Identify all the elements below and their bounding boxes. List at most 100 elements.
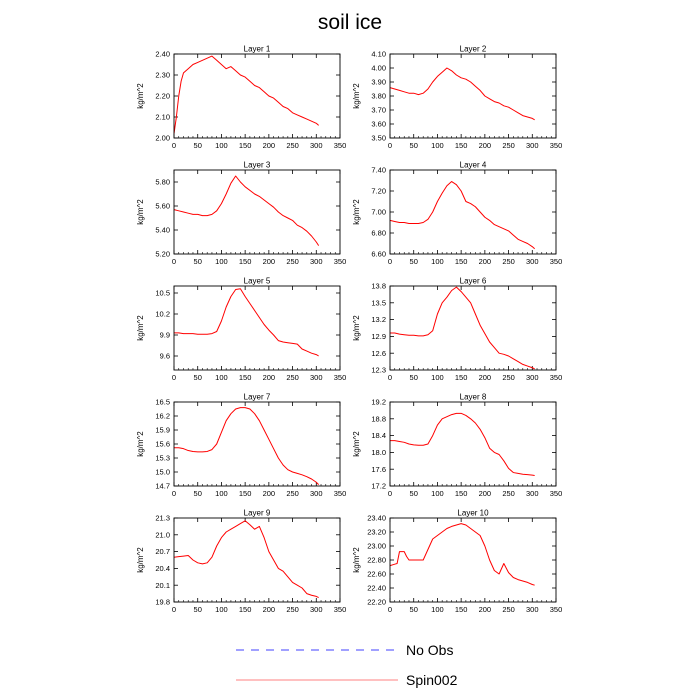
x-tick-label: 350 — [334, 605, 347, 614]
panels: Layer 1 kg/m^2 0 50 100 150 200 250 300 350 2.00 2.… — [136, 45, 562, 615]
x-tick-label: 300 — [526, 489, 539, 498]
y-tick-label: 19.2 — [371, 398, 386, 407]
y-tick-label: 5.80 — [155, 178, 170, 187]
y-tick-label: 3.90 — [371, 78, 386, 87]
x-tick-label: 0 — [388, 373, 392, 382]
y-tick-label: 22.80 — [367, 556, 386, 565]
x-tick-label: 100 — [215, 257, 228, 266]
y-tick-label: 12.3 — [371, 366, 386, 375]
series-line-spin002 — [389, 67, 535, 121]
y-tick-label: 15.0 — [155, 468, 170, 477]
y-axis-label: kg/m^2 — [352, 199, 361, 225]
legend: No Obs Spin002 — [236, 642, 458, 688]
y-axis-label: kg/m^2 — [352, 83, 361, 109]
panel-layer-5: Layer 5 kg/m^2 0 50 100 150 200 250 300 350 9.6 9.9… — [136, 277, 346, 383]
x-tick-label: 100 — [215, 489, 228, 498]
x-tick-label: 350 — [550, 373, 563, 382]
y-tick-label: 13.8 — [371, 282, 386, 291]
x-tick-label: 250 — [286, 373, 299, 382]
x-tick-label: 300 — [526, 373, 539, 382]
y-tick-label: 15.9 — [155, 426, 170, 435]
x-tick-label: 0 — [172, 489, 176, 498]
y-tick-label: 2.30 — [155, 71, 170, 80]
x-tick-label: 350 — [334, 257, 347, 266]
x-tick-label: 0 — [172, 141, 176, 150]
x-tick-label: 250 — [502, 141, 515, 150]
y-tick-label: 20.7 — [155, 547, 170, 556]
series-line-spin002 — [390, 286, 535, 370]
x-tick-label: 50 — [410, 605, 418, 614]
y-axis-label: kg/m^2 — [136, 315, 145, 341]
x-tick-label: 200 — [263, 141, 276, 150]
panel-title: Layer 5 — [244, 277, 271, 286]
x-tick-label: 350 — [550, 489, 563, 498]
x-tick-label: 150 — [239, 141, 252, 150]
x-tick-label: 250 — [286, 605, 299, 614]
plot-frame — [389, 285, 557, 371]
y-tick-label: 2.10 — [155, 113, 170, 122]
x-tick-label: 300 — [526, 605, 539, 614]
x-tick-label: 50 — [194, 605, 202, 614]
series-line-spin002 — [390, 412, 535, 476]
x-tick-label: 150 — [455, 257, 468, 266]
x-tick-label: 50 — [194, 373, 202, 382]
x-tick-label: 50 — [194, 257, 202, 266]
panel-title: Layer 10 — [457, 509, 489, 518]
y-tick-label: 12.6 — [371, 349, 386, 358]
x-tick-label: 50 — [410, 141, 418, 150]
y-tick-label: 7.00 — [371, 208, 386, 217]
x-tick-label: 200 — [479, 257, 492, 266]
x-tick-label: 300 — [310, 257, 323, 266]
x-tick-label: 300 — [310, 489, 323, 498]
x-tick-label: 350 — [550, 141, 563, 150]
y-tick-label: 2.20 — [155, 92, 170, 101]
x-tick-label: 300 — [310, 605, 323, 614]
y-tick-label: 23.20 — [367, 528, 386, 537]
x-tick-label: 50 — [194, 489, 202, 498]
y-tick-label: 3.70 — [371, 106, 386, 115]
x-tick-label: 0 — [388, 605, 392, 614]
y-tick-label: 22.20 — [367, 598, 386, 607]
panel-layer-2: Layer 2 kg/m^2 0 50 100 150 200 250 300 350 3.50 3.… — [352, 45, 562, 151]
x-tick-label: 150 — [239, 373, 252, 382]
y-tick-label: 16.2 — [155, 412, 170, 421]
y-tick-label: 13.5 — [371, 298, 386, 307]
series-line-spin002 — [389, 181, 535, 250]
plot-frame — [173, 401, 341, 487]
x-tick-label: 150 — [239, 257, 252, 266]
panel-title: Layer 6 — [460, 277, 487, 286]
y-tick-label: 7.20 — [371, 187, 386, 196]
y-tick-label: 21.3 — [155, 514, 170, 523]
series-line-spin002 — [174, 407, 320, 485]
panel-title: Layer 2 — [460, 45, 487, 54]
y-tick-label: 3.60 — [371, 120, 386, 129]
y-tick-label: 5.40 — [155, 226, 170, 235]
x-tick-label: 150 — [455, 373, 468, 382]
x-tick-label: 300 — [526, 141, 539, 150]
plot-frame — [389, 517, 557, 603]
plot-frame — [389, 401, 557, 487]
y-tick-label: 18.0 — [371, 448, 386, 457]
panel-layer-4: Layer 4 kg/m^2 0 50 100 150 200 250 300 350 6.60 6.… — [352, 161, 562, 267]
y-tick-label: 10.2 — [155, 310, 170, 319]
x-tick-label: 0 — [172, 373, 176, 382]
plot-frame — [173, 285, 341, 371]
x-tick-label: 100 — [431, 605, 444, 614]
plot-frame — [389, 53, 557, 139]
panel-title: Layer 8 — [460, 393, 487, 402]
plot-frame — [173, 169, 341, 255]
x-tick-label: 200 — [479, 489, 492, 498]
panel-title: Layer 9 — [244, 509, 271, 518]
y-tick-label: 15.3 — [155, 454, 170, 463]
x-tick-label: 250 — [502, 257, 515, 266]
y-tick-label: 5.60 — [155, 202, 170, 211]
y-tick-label: 9.9 — [160, 331, 170, 340]
x-tick-label: 250 — [286, 257, 299, 266]
y-tick-label: 9.6 — [160, 352, 170, 361]
x-tick-label: 150 — [239, 489, 252, 498]
y-tick-label: 21.0 — [155, 530, 170, 539]
y-tick-label: 6.80 — [371, 229, 386, 238]
panel-layer-1: Layer 1 kg/m^2 0 50 100 150 200 250 300 350 2.00 2.… — [136, 45, 346, 151]
y-tick-label: 2.40 — [155, 50, 170, 59]
